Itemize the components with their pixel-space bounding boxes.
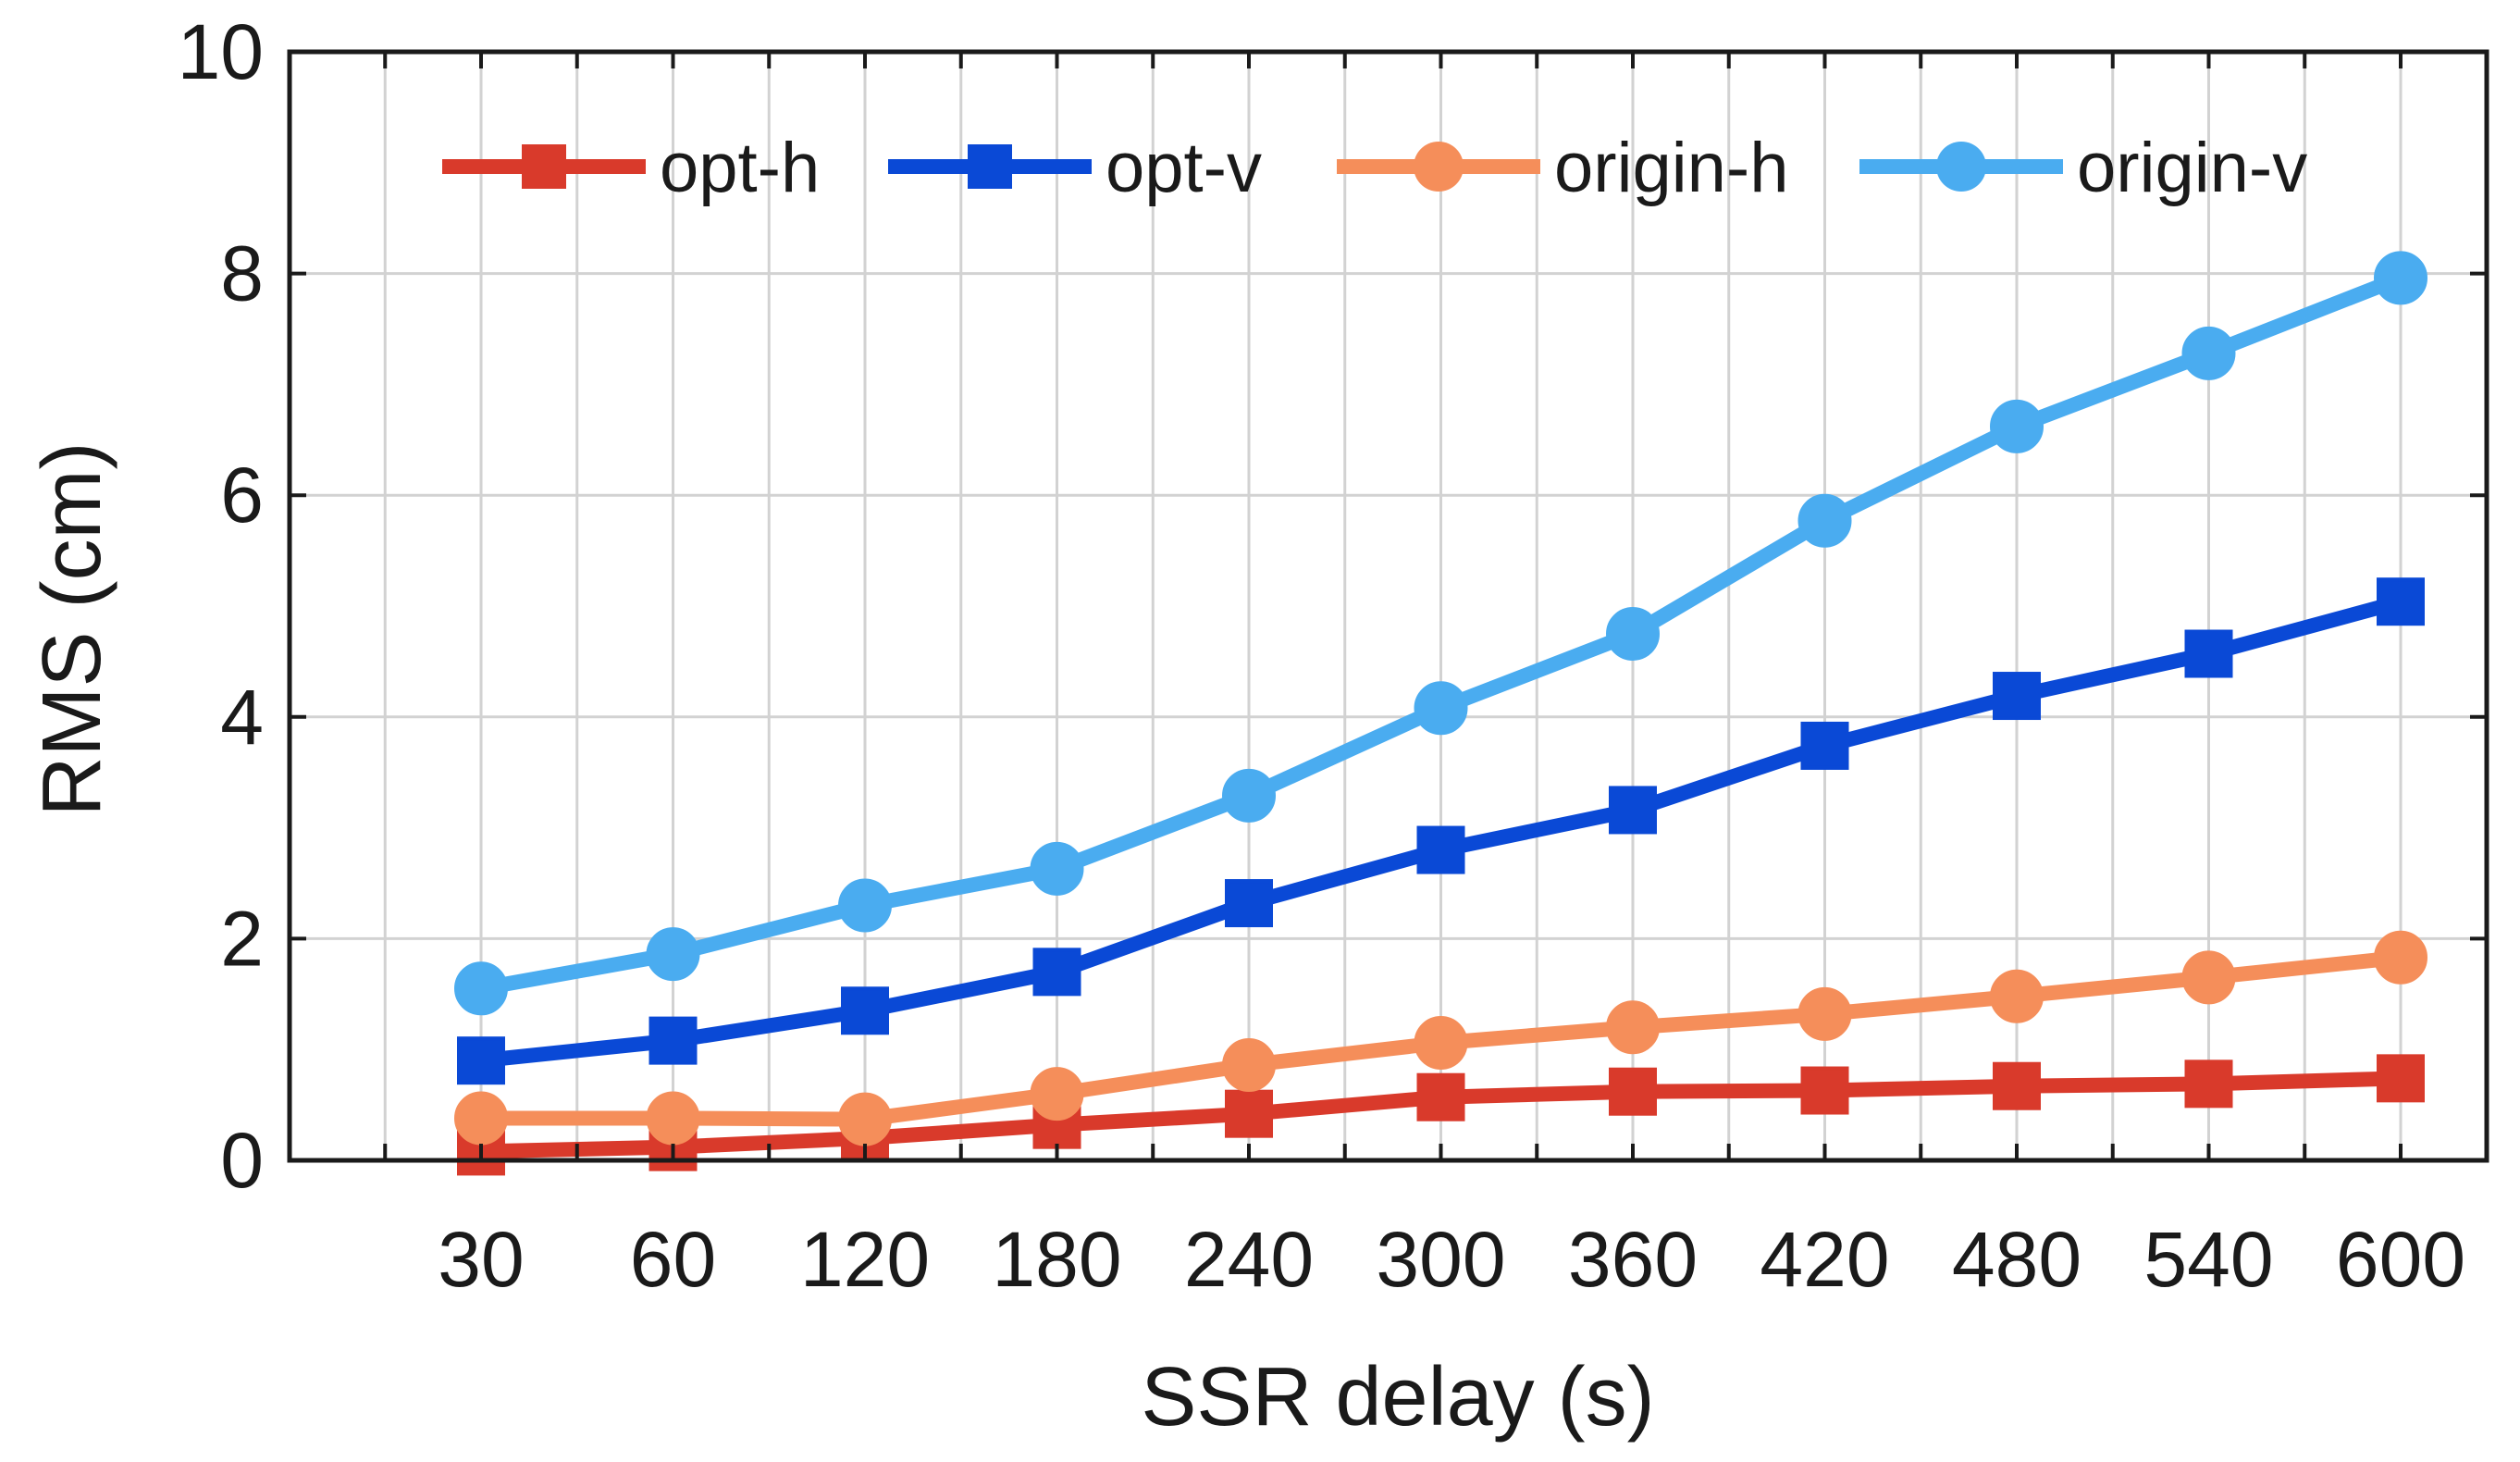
x-tick-label: 420 — [1760, 1216, 1889, 1303]
data-point-origin-h — [1030, 1067, 1084, 1121]
legend-marker-opt-v — [968, 144, 1012, 189]
data-point-opt-v — [1800, 721, 1849, 770]
data-point-origin-h — [1222, 1037, 1276, 1092]
legend-label-opt-h: opt-h — [660, 129, 820, 207]
y-tick-label: 10 — [178, 8, 264, 95]
data-point-origin-h — [646, 1091, 700, 1146]
data-point-origin-v — [2374, 251, 2427, 305]
data-point-origin-v — [2181, 326, 2236, 380]
x-tick-label: 300 — [1376, 1216, 1505, 1303]
data-point-origin-v — [1414, 681, 1468, 736]
data-point-opt-h — [1609, 1067, 1657, 1116]
x-tick-label: 60 — [630, 1216, 716, 1303]
x-tick-label: 480 — [1952, 1216, 2081, 1303]
data-point-opt-h — [1993, 1061, 2041, 1110]
legend-label-origin-v: origin-v — [2077, 129, 2307, 207]
y-axis-label: RMS (cm) — [26, 442, 118, 817]
series-lines — [454, 251, 2427, 1176]
data-point-origin-v — [454, 961, 508, 1016]
axes-frame — [287, 49, 2489, 1163]
y-tick-label: 8 — [220, 230, 264, 317]
data-point-opt-h — [1225, 1089, 1273, 1138]
data-point-origin-h — [1797, 986, 1852, 1041]
data-point-origin-h — [838, 1092, 892, 1146]
data-point-opt-v — [2184, 629, 2233, 678]
data-point-opt-v — [2377, 577, 2425, 626]
legend: opt-h opt-v origin-h origin-v — [442, 129, 2307, 207]
y-tick-label: 6 — [220, 452, 264, 539]
data-point-origin-v — [1030, 841, 1084, 896]
legend-label-opt-v: opt-v — [1106, 129, 1262, 207]
data-point-origin-v — [1990, 399, 2044, 453]
data-point-opt-v — [649, 1016, 698, 1065]
data-point-origin-h — [2181, 950, 2236, 1005]
y-tick-label: 0 — [220, 1117, 264, 1204]
data-point-opt-h — [2184, 1059, 2233, 1109]
data-point-opt-v — [1225, 879, 1273, 928]
x-tick-label: 360 — [1568, 1216, 1698, 1303]
y-tick-label: 2 — [220, 895, 264, 982]
data-point-origin-h — [1990, 969, 2044, 1023]
data-point-origin-v — [1797, 493, 1852, 548]
data-point-opt-v — [841, 986, 889, 1035]
data-point-origin-v — [646, 927, 700, 982]
x-tick-label: 120 — [800, 1216, 930, 1303]
data-point-origin-h — [454, 1091, 508, 1146]
x-tick-label: 540 — [2143, 1216, 2273, 1303]
data-point-origin-v — [838, 878, 892, 933]
x-tick-label: 240 — [1184, 1216, 1314, 1303]
data-point-origin-h — [1414, 1016, 1468, 1071]
y-tick-label: 4 — [220, 674, 264, 761]
x-tick-label: 180 — [992, 1216, 1121, 1303]
data-point-origin-v — [1222, 768, 1276, 823]
x-tick-label: 600 — [2336, 1216, 2465, 1303]
data-point-origin-h — [1606, 1000, 1660, 1055]
x-tick-label: 30 — [438, 1216, 524, 1303]
data-point-opt-v — [457, 1036, 505, 1085]
tick-labels: 0 2 4 6 8 10 30 60 120 180 240 300 360 420 480 540 600 — [178, 8, 2466, 1303]
data-point-opt-v — [1609, 786, 1657, 835]
legend-marker-origin-v — [1936, 142, 1986, 192]
data-point-opt-h — [1416, 1072, 1465, 1121]
grid-lines — [290, 52, 2487, 1160]
data-point-opt-v — [1993, 672, 2041, 721]
data-point-opt-h — [1800, 1066, 1849, 1115]
legend-marker-origin-h — [1414, 142, 1464, 192]
x-axis-label: SSR delay (s) — [1141, 1351, 1654, 1443]
legend-label-origin-h: origin-h — [1554, 129, 1788, 207]
data-point-opt-v — [1032, 948, 1081, 997]
data-point-origin-h — [2374, 930, 2427, 985]
legend-marker-opt-h — [522, 144, 566, 189]
plot-frame — [287, 49, 2489, 1163]
data-point-opt-h — [2377, 1054, 2425, 1103]
data-point-opt-v — [1416, 825, 1465, 874]
data-point-origin-v — [1606, 606, 1660, 661]
